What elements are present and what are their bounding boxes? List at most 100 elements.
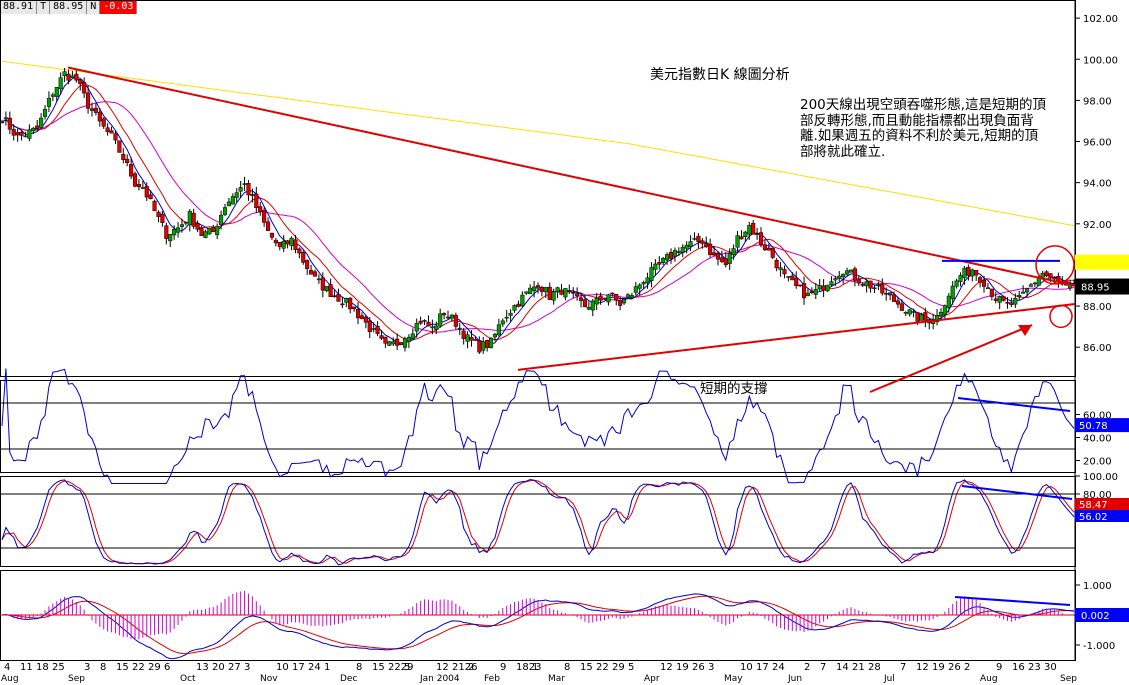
candle-body bbox=[985, 287, 990, 290]
x-tick-label: Oct bbox=[180, 674, 196, 684]
candle-body bbox=[872, 287, 877, 290]
x-tick-label: 29 bbox=[148, 662, 161, 673]
x-tick-label: 14 bbox=[836, 662, 849, 673]
candle-body bbox=[250, 194, 255, 196]
y-tick-label: 88.00 bbox=[1083, 302, 1112, 313]
candle-body bbox=[269, 232, 275, 238]
candle-body bbox=[649, 267, 654, 281]
ma-slow-line bbox=[1, 101, 1075, 333]
x-tick-label: 15 bbox=[116, 662, 129, 673]
candle-body bbox=[121, 154, 126, 160]
candle-body bbox=[39, 117, 44, 128]
candle-body bbox=[532, 286, 537, 292]
candle-body bbox=[809, 290, 814, 293]
flag-n: N bbox=[87, 0, 101, 14]
candle-body bbox=[708, 243, 713, 255]
candle-body bbox=[410, 333, 415, 339]
x-tick-label: 6 bbox=[164, 662, 170, 673]
candle-body bbox=[93, 107, 98, 113]
support-highlight-circle bbox=[1049, 304, 1073, 329]
candle-body bbox=[144, 186, 149, 198]
candle-body bbox=[332, 295, 337, 297]
candle-body bbox=[422, 320, 427, 322]
candle-body bbox=[1025, 288, 1030, 293]
candle-body bbox=[657, 262, 662, 265]
candle-body bbox=[461, 330, 466, 339]
candle-body bbox=[520, 294, 525, 307]
x-tick-label: 22 bbox=[132, 662, 145, 673]
candle-body bbox=[801, 283, 807, 299]
x-tick-label: 7 bbox=[900, 662, 906, 673]
x-tick-label: 26 bbox=[948, 662, 961, 673]
candle-body bbox=[129, 164, 134, 177]
candle-body bbox=[42, 109, 48, 117]
x-tick-label: 9 bbox=[500, 662, 506, 673]
top-highlight-circle bbox=[1035, 245, 1075, 285]
x-tick-label: 2 bbox=[804, 662, 810, 673]
y-tick-label: 96.00 bbox=[1083, 138, 1112, 149]
candle-body bbox=[668, 252, 674, 259]
candle-body bbox=[179, 224, 185, 227]
candle-body bbox=[414, 323, 419, 332]
x-tick-label: 20 bbox=[212, 662, 225, 673]
candle-body bbox=[770, 247, 775, 258]
candle-body bbox=[743, 231, 748, 237]
y-tick-label: 94.00 bbox=[1083, 179, 1112, 190]
candle-body bbox=[305, 260, 310, 269]
x-tick-label: 8 bbox=[564, 662, 570, 673]
candle-body bbox=[238, 187, 243, 192]
candle-body bbox=[755, 233, 760, 235]
candle-body bbox=[782, 269, 787, 275]
candle-body bbox=[176, 227, 181, 233]
candle-body bbox=[312, 271, 318, 277]
candle-body bbox=[567, 290, 572, 293]
candle-body bbox=[442, 313, 447, 316]
candle-body bbox=[496, 324, 501, 336]
candle-body bbox=[375, 326, 380, 334]
x-tick-label: 9 bbox=[996, 662, 1002, 673]
candle-body bbox=[406, 336, 411, 342]
stoch-d-marker bbox=[1075, 510, 1129, 522]
stoch-d-label: 56.02 bbox=[1079, 512, 1108, 523]
x-tick-label: 10 bbox=[740, 662, 753, 673]
candle-body bbox=[790, 275, 795, 281]
y-tick-label: 92.00 bbox=[1083, 220, 1112, 231]
candle-body bbox=[113, 133, 118, 141]
candle-body bbox=[340, 303, 345, 306]
candle-body bbox=[230, 196, 235, 205]
candle-body bbox=[453, 314, 458, 327]
candle-body bbox=[622, 299, 627, 304]
candle-body bbox=[226, 201, 231, 207]
candle-body bbox=[489, 338, 494, 348]
candle-body bbox=[101, 118, 106, 127]
candle-body bbox=[54, 87, 59, 97]
candle-body bbox=[935, 315, 940, 322]
candle-body bbox=[758, 232, 764, 245]
candle-body bbox=[164, 225, 169, 239]
candle-body bbox=[919, 314, 924, 321]
candle-body bbox=[172, 229, 177, 236]
last-price-label: 88.95 bbox=[1081, 283, 1110, 294]
stoch-k-marker bbox=[1075, 498, 1129, 510]
candle-body bbox=[140, 187, 145, 189]
support-arrow bbox=[869, 324, 1033, 393]
candle-body bbox=[575, 293, 580, 297]
candle-body bbox=[289, 237, 294, 246]
candle-body bbox=[989, 288, 994, 297]
x-tick-label: 12 bbox=[660, 662, 673, 673]
candle-body bbox=[481, 341, 486, 351]
rsi-divergence-line bbox=[957, 397, 1071, 412]
candle-body bbox=[109, 130, 114, 134]
candle-body bbox=[1005, 302, 1010, 304]
x-tick-label: 16 bbox=[1012, 662, 1025, 673]
candle-body bbox=[715, 252, 721, 260]
y-tick-label: 100.00 bbox=[1083, 55, 1118, 66]
x-tick-label: 24 bbox=[772, 662, 785, 673]
candle-body bbox=[880, 283, 885, 294]
x-tick-label: 15 bbox=[372, 662, 385, 673]
candle-body bbox=[199, 227, 204, 236]
candle-body bbox=[316, 278, 321, 281]
candle-body bbox=[539, 287, 544, 292]
candle-body bbox=[888, 292, 893, 296]
candle-body bbox=[50, 94, 55, 97]
